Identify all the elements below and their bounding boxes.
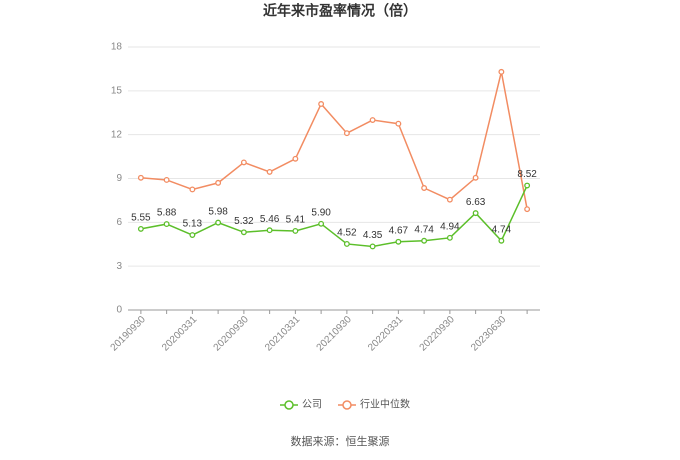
point: [421, 237, 428, 244]
point: [318, 101, 325, 107]
source: 数据来源：恒生聚源: [291, 434, 390, 448]
point: [318, 220, 325, 227]
point: [524, 206, 531, 213]
point: [292, 228, 299, 234]
x-tick-label: 20190930: [109, 314, 149, 354]
data-label: 5.55: [131, 213, 151, 224]
point: [446, 234, 453, 241]
data-label: 8.52: [517, 169, 537, 180]
y-tick-label: 0: [116, 305, 122, 316]
point: [163, 221, 170, 228]
point: [215, 219, 222, 226]
data-label: 6.63: [466, 197, 486, 208]
y-tick-label: 6: [116, 217, 122, 228]
point: [163, 177, 170, 183]
data-label: 5.46: [260, 214, 280, 225]
legend-marker: [284, 400, 294, 410]
legend-marker: [342, 400, 352, 410]
point: [446, 196, 453, 203]
point: [343, 130, 350, 137]
point: [292, 155, 299, 162]
y-tick-label: 15: [111, 85, 123, 96]
point: [421, 185, 428, 191]
data-label: 5.98: [208, 206, 228, 217]
x-tick-label: 20220331: [366, 314, 406, 354]
x-tick-label: 20220930: [418, 314, 458, 354]
data-label: 5.41: [286, 215, 306, 226]
line: [140, 71, 528, 210]
data-label: 5.90: [311, 207, 331, 218]
point: [343, 241, 350, 247]
point: [137, 174, 144, 181]
y-tick-label: 12: [111, 129, 123, 140]
point: [266, 168, 273, 175]
data-label: 4.67: [389, 225, 409, 236]
legend-label: 行业中位数: [360, 398, 410, 411]
point: [137, 225, 144, 232]
point: [189, 232, 196, 238]
point: [472, 210, 479, 217]
line: [140, 185, 528, 248]
y-tick-label: 9: [116, 173, 122, 184]
point: [524, 182, 531, 189]
x-tick-label: 20200930: [212, 314, 252, 354]
x-tick-label: 20230630: [469, 314, 509, 354]
point: [240, 229, 247, 236]
data-label: 5.32: [234, 216, 254, 227]
point: [498, 237, 505, 244]
x-tick-label: 20200331: [160, 314, 200, 354]
point: [498, 68, 505, 75]
chart-title: 近年来市盈率情况（倍）: [263, 3, 417, 19]
point: [395, 120, 402, 127]
point: [189, 186, 196, 193]
data-label: 4.74: [492, 224, 512, 235]
y-tick-label: 18: [111, 42, 123, 53]
y-tick-label: 3: [116, 261, 122, 272]
data-label: 4.35: [363, 230, 383, 241]
data-label: 4.52: [337, 228, 357, 239]
point: [395, 238, 402, 245]
point: [369, 243, 376, 250]
data-label: 4.94: [440, 221, 460, 232]
point: [369, 117, 376, 124]
data-label: 4.74: [414, 224, 434, 235]
point: [472, 174, 479, 181]
data-label: 5.13: [183, 219, 203, 230]
legend-label: 公司: [302, 400, 322, 411]
data-label: 5.88: [157, 208, 177, 219]
x-tick-label: 20210331: [263, 314, 303, 354]
point: [240, 159, 247, 166]
x-tick-label: 20210930: [315, 314, 355, 354]
point: [266, 227, 273, 234]
point: [215, 179, 222, 186]
